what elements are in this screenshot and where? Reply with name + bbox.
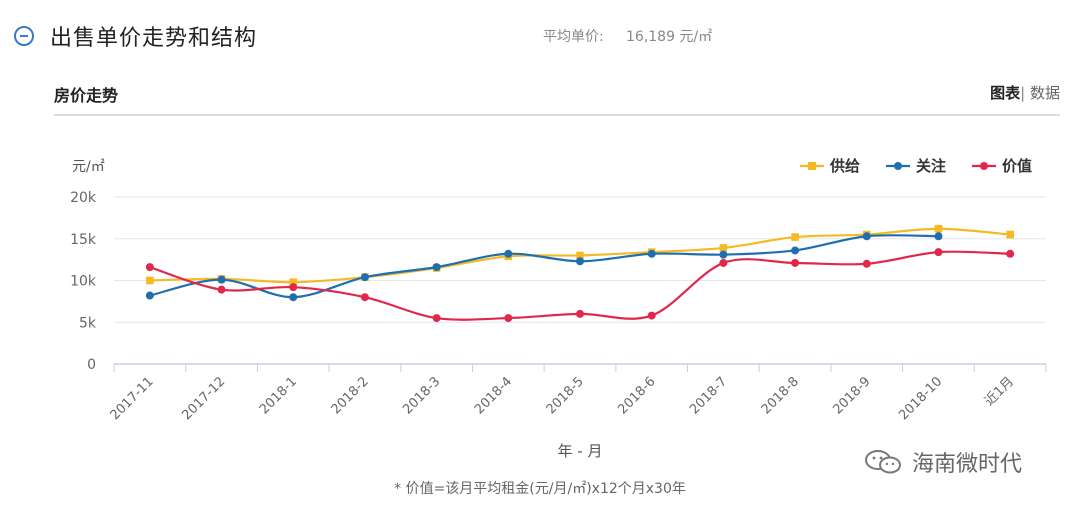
x-tick-label: 2018-10: [896, 374, 945, 423]
data-point: [217, 275, 226, 284]
data-point: [719, 244, 728, 252]
data-point: [504, 314, 513, 323]
data-point: [791, 233, 799, 241]
data-point: [719, 250, 728, 259]
data-point: [504, 249, 513, 258]
toggle-separator: |: [1020, 84, 1026, 102]
data-point: [576, 251, 584, 260]
data-point: [576, 309, 584, 318]
x-tick-label: 近1月: [982, 374, 1017, 409]
collapse-icon[interactable]: [14, 26, 34, 46]
data-point: [934, 224, 943, 233]
data-point: [432, 314, 441, 323]
series-line: [149, 234, 939, 299]
legend-label: 供给: [829, 157, 860, 175]
wechat-icon: [865, 450, 901, 474]
y-tick-label: 10k: [70, 274, 97, 290]
legend-label: 关注: [916, 157, 946, 175]
footnote: * 价值=该月平均租金(元/月/㎡)x12个月x30年: [394, 481, 686, 497]
y-tick-label: 0: [87, 357, 96, 373]
y-tick-label: 20k: [70, 190, 97, 206]
legend-marker: [808, 162, 816, 170]
data-point: [791, 246, 800, 255]
data-point: [862, 259, 871, 268]
y-axis-title: 元/㎡: [72, 159, 105, 175]
x-tick-label: 2018-3: [400, 374, 443, 417]
data-point: [289, 293, 298, 302]
legend-marker: [980, 162, 988, 170]
data-point: [146, 276, 154, 285]
section-title: 出售单价走势和结构: [50, 26, 258, 51]
data-point: [360, 293, 369, 302]
section-header: 出售单价走势和结构 平均单价: 16,189 元/㎡: [0, 0, 1080, 70]
data-point: [647, 311, 656, 320]
x-tick-label: 2017-12: [179, 374, 228, 423]
data-point: [145, 291, 154, 300]
data-point: [360, 273, 369, 282]
data-point: [145, 263, 154, 272]
price-trend-chart: 0 5k 10k 15k 20k 2017-11 2017-12 2018-1 2018-2 20…: [70, 157, 1047, 460]
data-point: [934, 232, 943, 241]
data-point: [647, 249, 656, 258]
chart-subheader: 房价走势 图表| 数据: [54, 78, 1060, 116]
x-tick-label: 2018-5: [544, 374, 587, 417]
average-price-label: 平均单价:: [543, 29, 604, 45]
data-point: [1006, 249, 1015, 258]
watermark-text: 海南微时代: [912, 452, 1023, 477]
x-tick-label: 2018-4: [472, 374, 515, 417]
x-axis-title: 年 - 月: [558, 442, 603, 460]
x-tick-label: 2018-6: [615, 374, 658, 417]
view-toggle: 图表| 数据: [990, 82, 1060, 103]
data-point: [576, 257, 584, 266]
data-point: [719, 258, 728, 267]
data-point: [1006, 230, 1014, 239]
x-tick-label: 2018-8: [759, 374, 802, 417]
data-point: [289, 283, 298, 292]
chart-view-tab[interactable]: 图表: [990, 84, 1021, 102]
legend-marker: [894, 162, 902, 170]
data-point: [432, 263, 441, 272]
y-tick-label: 15k: [70, 232, 97, 248]
legend-label: 价值: [1002, 157, 1032, 175]
x-tick-label: 2017-11: [108, 374, 157, 423]
watermark: 海南微时代: [864, 446, 1022, 478]
y-tick-label: 5k: [79, 315, 97, 331]
data-view-tab[interactable]: 数据: [1029, 84, 1060, 102]
chart-title: 房价走势: [54, 86, 119, 105]
data-point: [289, 278, 298, 286]
x-tick-label: 2018-7: [687, 374, 730, 417]
data-point: [862, 232, 871, 241]
x-tick-label: 2018-2: [329, 374, 372, 417]
average-price-value: 16,189 元/㎡: [626, 29, 713, 45]
data-point: [217, 285, 226, 294]
data-point: [791, 258, 800, 267]
data-point: [934, 248, 943, 257]
x-tick-label: 2018-1: [257, 374, 300, 417]
x-tick-label: 2018-9: [830, 374, 873, 417]
